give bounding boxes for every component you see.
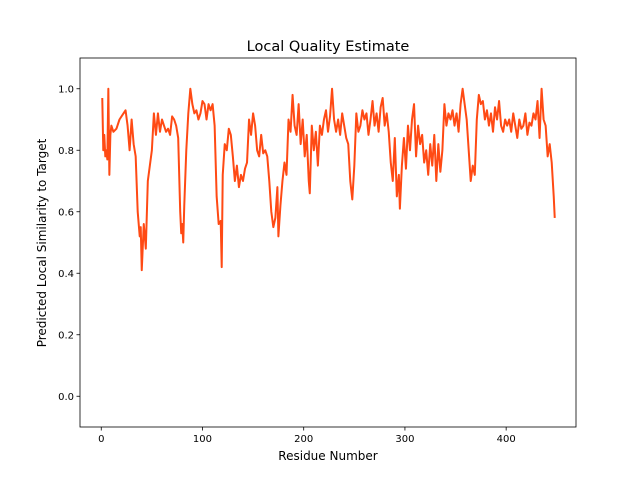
- chart-title: Local Quality Estimate: [247, 39, 410, 55]
- y-axis-label: Predicted Local Similarity to Target: [35, 138, 49, 347]
- y-tick-label: 0.6: [58, 207, 74, 218]
- plot-frame: [79, 57, 577, 428]
- x-tick-label: 300: [395, 434, 414, 445]
- x-axis-label: Residue Number: [278, 449, 377, 463]
- y-tick-label: 0.0: [58, 392, 74, 403]
- x-tick-label: 0: [98, 434, 104, 445]
- y-tick-label: 0.8: [58, 146, 74, 157]
- y-tick-label: 0.2: [58, 330, 74, 341]
- x-tick-label: 100: [193, 434, 212, 445]
- x-tick-label: 200: [294, 434, 313, 445]
- y-tick-label: 1.0: [58, 84, 74, 95]
- x-tick-label: 400: [497, 434, 516, 445]
- y-tick-label: 0.4: [58, 269, 74, 280]
- data-line: [101, 87, 556, 272]
